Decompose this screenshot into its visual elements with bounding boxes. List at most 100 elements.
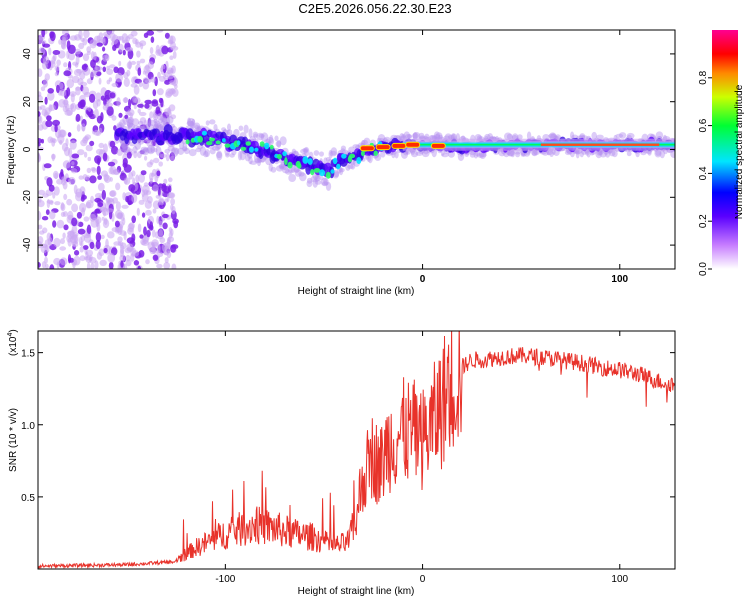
spectrogram-halo [132,146,138,154]
spectrogram-noise-blob [107,30,115,35]
snr-xtick-label: -100 [215,574,235,585]
spectrogram-noise-blob [141,184,150,194]
spectrogram-noise-blob [52,119,60,126]
spectrogram-noise-blob [163,118,167,126]
spectrogram-noise-blob [67,132,72,138]
spectrogram-noise-blob [69,35,78,41]
spectrogram-halo [256,132,265,141]
spectrogram-halo [325,157,331,162]
spectrogram-noise-blob [78,30,83,40]
spectrogram-noise-blob [127,200,132,206]
spectrogram-noise-blob [146,140,153,147]
spectrogram-noise-blob [164,257,169,264]
spectrogram-noise-blob [59,246,67,251]
spectrogram-halo [213,124,218,132]
spectrogram-halo [203,150,209,158]
spectrogram-noise-blob [96,165,101,176]
spectrogram-noise-blob [132,177,136,185]
spectrogram-halo [314,180,322,185]
spectrogram-xtick-label: 0 [420,274,426,285]
spectrogram-noise-blob [38,142,41,147]
snr-scale-label: (x104) [7,329,19,356]
spectrogram-noise-blob [123,77,130,87]
spectrogram-halo [626,132,635,140]
spectrogram-halo [421,150,430,158]
spectrogram-noise-blob [156,263,163,269]
spectrogram-noise-blob [89,71,95,78]
spectrogram-halo [441,153,449,158]
spectrogram-noise-blob [158,97,163,104]
spectrogram-peak [209,137,215,142]
spectrogram-noise-blob [149,111,154,119]
spectrogram-halo [579,133,586,139]
spectrogram-halo [626,151,632,157]
spectrogram-noise-blob [152,200,161,210]
spectrogram-peak [236,140,241,146]
spectrogram-halo [479,153,487,158]
spectrogram-noise-blob [96,99,101,107]
spectrogram-noise-blob [173,84,178,89]
spectrogram-noise-blob [152,89,157,97]
colorbar-label: Normalized spectral amplitude [734,84,745,219]
spectrogram-noise-blob [93,129,100,136]
spectrogram-halo [412,132,418,141]
spectrogram-halo [415,151,424,157]
spectrogram-noise-blob [155,194,162,199]
spectrogram-noise-blob [79,255,86,262]
spectrogram-halo [183,147,190,155]
spectrogram-noise-blob [122,217,126,226]
spectrogram-noise-blob [90,59,96,68]
spectrogram-peak [222,138,226,143]
spectrogram-noise-blob [139,124,147,129]
snr-ytick-label: 1.0 [21,421,35,432]
spectrogram-noise-blob [122,49,126,56]
spectrogram-halo [407,134,413,139]
spectrogram-noise-blob [139,234,144,239]
spectrogram-noise-blob [45,120,53,128]
spectrogram-noise-blob [40,86,46,92]
spectrogram-noise-blob [123,263,128,269]
spectrogram-noise-blob [157,88,164,96]
spectrogram-red-peak [359,145,375,152]
spectrogram-noise-blob [105,208,114,213]
spectrogram-halo [190,121,194,130]
spectrogram-noise-blob [168,177,173,183]
spectrogram-noise-blob [168,227,173,233]
spectrogram-noise-blob [74,250,80,256]
spectrogram-halo [249,160,258,165]
spectrogram-noise-blob [71,161,75,166]
spectrogram-halo [269,134,274,144]
spectrogram-noise-blob [38,189,46,196]
spectrogram-halo [611,150,618,158]
spectrogram-halo [211,146,220,151]
spectrogram-halo [591,131,597,140]
spectrogram-peak [206,141,213,146]
spectrogram-noise-blob [45,209,50,216]
spectrogram-halo [205,120,210,126]
spectrogram-halo [586,149,591,158]
spectrogram-noise-blob [118,112,123,118]
spectrogram-noise-blob [115,182,121,191]
spectrogram-noise-blob [172,50,177,59]
spectrogram-halo [276,139,282,148]
spectrogram-halo [423,135,428,140]
spectrogram-noise-blob [98,248,105,257]
spectrogram-noise-blob [44,96,48,105]
spectrogram-noise-blob [118,60,122,67]
spectrogram-noise-blob [138,199,145,205]
spectrogram-noise-blob [87,156,92,162]
spectrogram-noise-blob [49,264,55,269]
spectrogram-halo [300,148,308,154]
spectrogram-noise-blob [141,212,146,218]
spectrogram-halo [401,133,406,139]
spectrogram-noise-blob [155,106,161,115]
spectrogram-halo [659,149,665,159]
spectrogram-noise-blob [86,262,91,269]
spectrogram-noise-blob [109,140,116,148]
spectrogram-halo [292,168,300,173]
spectrogram-noise-blob [171,263,177,269]
spectrogram-noise-blob [153,147,158,153]
spectrogram-noise-blob [136,151,142,159]
spectrogram-noise-blob [159,197,165,206]
spectrogram-noise-blob [95,216,102,224]
